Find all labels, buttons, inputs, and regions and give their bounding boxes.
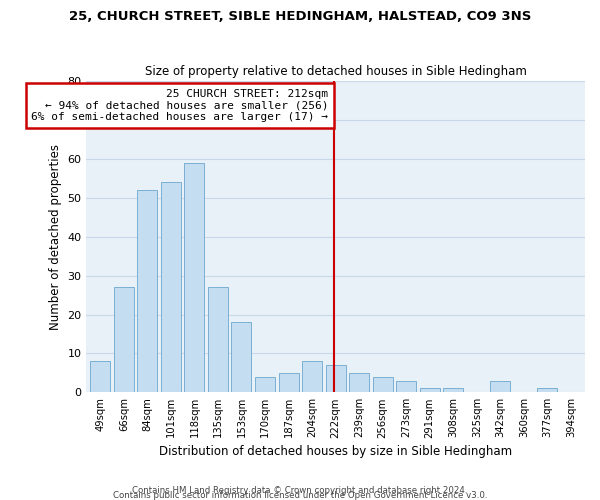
Title: Size of property relative to detached houses in Sible Hedingham: Size of property relative to detached ho… <box>145 66 527 78</box>
Bar <box>255 377 275 392</box>
Bar <box>326 365 346 392</box>
Text: Contains public sector information licensed under the Open Government Licence v3: Contains public sector information licen… <box>113 491 487 500</box>
Text: 25 CHURCH STREET: 212sqm
← 94% of detached houses are smaller (256)
6% of semi-d: 25 CHURCH STREET: 212sqm ← 94% of detach… <box>31 89 328 122</box>
Bar <box>232 322 251 392</box>
Bar <box>373 377 392 392</box>
Bar <box>396 380 416 392</box>
Bar <box>443 388 463 392</box>
Bar <box>91 361 110 392</box>
Bar <box>538 388 557 392</box>
Bar <box>490 380 510 392</box>
X-axis label: Distribution of detached houses by size in Sible Hedingham: Distribution of detached houses by size … <box>159 444 512 458</box>
Bar <box>420 388 440 392</box>
Text: Contains HM Land Registry data © Crown copyright and database right 2024.: Contains HM Land Registry data © Crown c… <box>132 486 468 495</box>
Y-axis label: Number of detached properties: Number of detached properties <box>49 144 62 330</box>
Bar <box>161 182 181 392</box>
Bar <box>278 373 299 392</box>
Text: 25, CHURCH STREET, SIBLE HEDINGHAM, HALSTEAD, CO9 3NS: 25, CHURCH STREET, SIBLE HEDINGHAM, HALS… <box>69 10 531 23</box>
Bar <box>114 288 134 393</box>
Bar <box>302 361 322 392</box>
Bar <box>184 163 205 392</box>
Bar <box>137 190 157 392</box>
Bar <box>208 288 228 393</box>
Bar <box>349 373 369 392</box>
